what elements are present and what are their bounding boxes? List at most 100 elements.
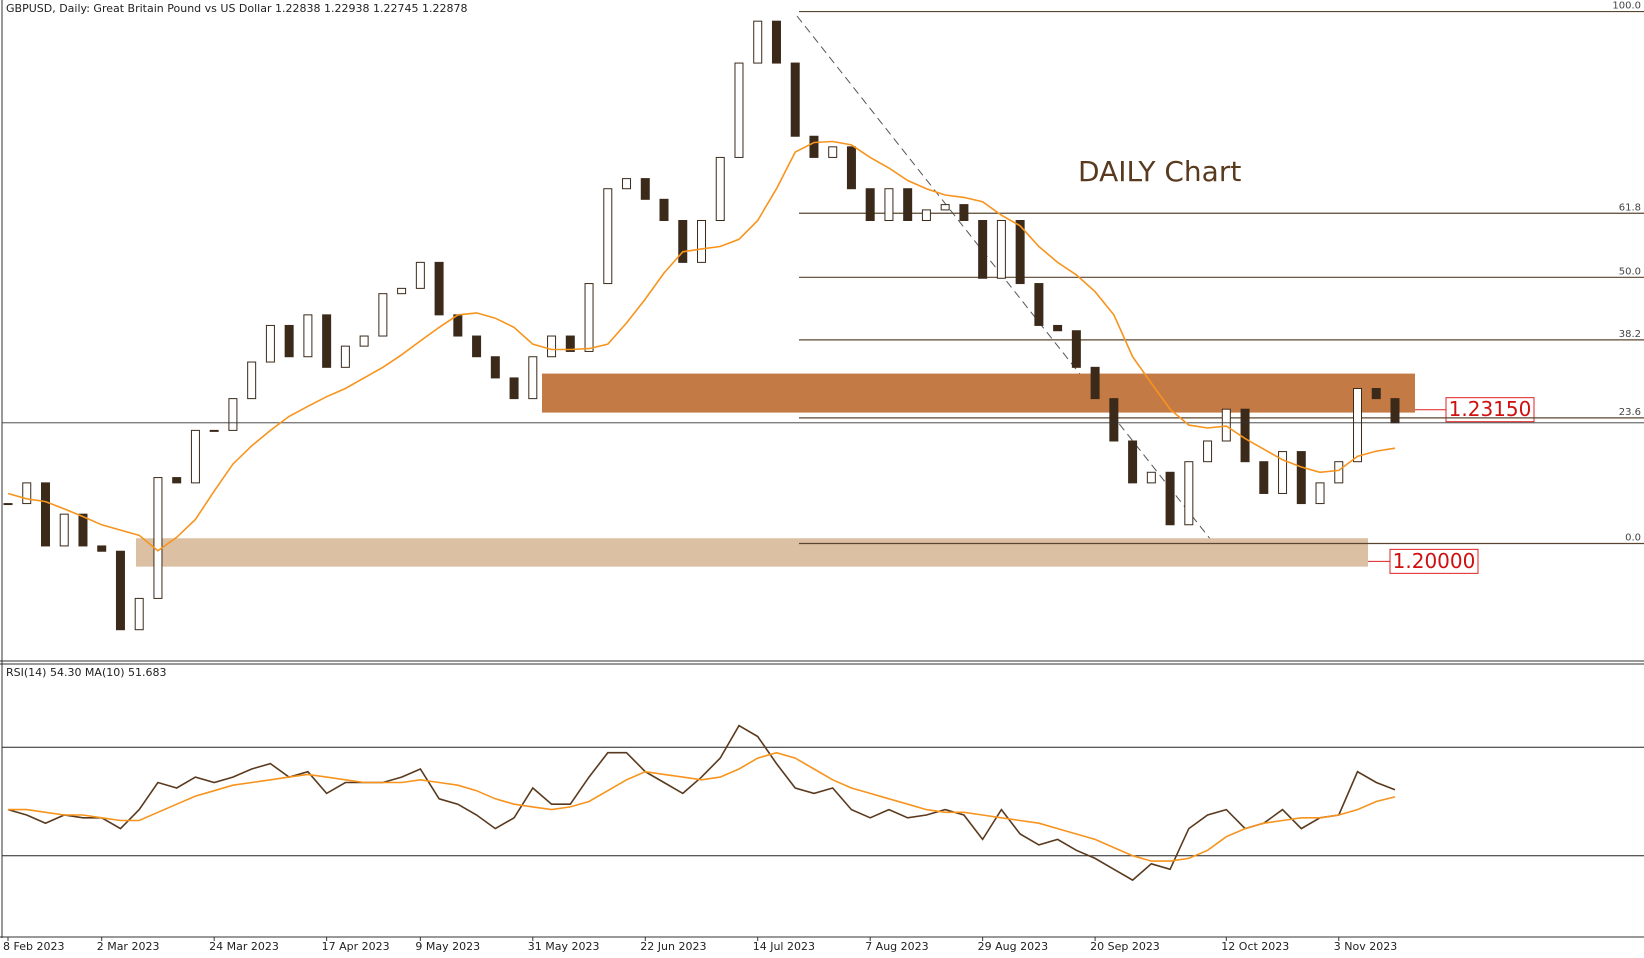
chart-header: GBPUSD, Daily: Great Britain Pound vs US…	[6, 2, 467, 15]
candle	[40, 482, 50, 547]
candle	[78, 513, 88, 547]
candle	[1221, 408, 1231, 442]
trend-line	[796, 15, 1212, 541]
candle	[603, 188, 613, 285]
price-label: 1.23150	[1449, 397, 1532, 421]
candle	[1315, 482, 1325, 505]
candle	[247, 361, 257, 400]
candle	[378, 293, 388, 337]
candle	[1109, 398, 1119, 442]
candle	[490, 356, 500, 379]
candle	[828, 146, 838, 158]
price-zone	[136, 538, 1368, 567]
candle	[809, 135, 819, 158]
candle	[1071, 330, 1081, 368]
candle	[97, 545, 107, 552]
candle	[715, 156, 725, 221]
candle	[547, 335, 557, 358]
candle	[1334, 461, 1344, 484]
x-tick-label: 8 Feb 2023	[3, 940, 64, 953]
x-tick-label: 24 Mar 2023	[209, 940, 279, 953]
candle	[790, 62, 800, 137]
candle	[134, 597, 144, 631]
candle	[1296, 451, 1306, 505]
candle	[509, 377, 519, 400]
x-tick-label: 29 Aug 2023	[978, 940, 1048, 953]
price-label-box	[1389, 548, 1479, 574]
x-tick-label: 12 Oct 2023	[1221, 940, 1289, 953]
fib-label: 61.8	[1619, 202, 1641, 213]
candle	[228, 398, 238, 431]
candle	[59, 513, 69, 547]
candle	[172, 477, 182, 484]
candle	[209, 429, 219, 432]
price-zone	[542, 373, 1415, 413]
candle	[265, 324, 275, 363]
x-tick-label: 9 May 2023	[415, 940, 480, 953]
x-tick-label: 3 Nov 2023	[1334, 940, 1397, 953]
fib-label: 38.2	[1619, 329, 1641, 340]
candle	[1278, 451, 1288, 494]
x-tick-label: 20 Sep 2023	[1090, 940, 1160, 953]
x-tick-label: 14 Jul 2023	[753, 940, 815, 953]
candle	[322, 314, 332, 368]
candle	[978, 219, 988, 279]
line-series	[7, 140, 1396, 552]
candle	[959, 204, 969, 221]
candle	[921, 209, 931, 221]
candle	[284, 324, 294, 358]
candle	[753, 20, 763, 64]
candle	[415, 261, 425, 289]
candle	[528, 356, 538, 400]
candle	[472, 335, 482, 358]
candle	[1015, 219, 1025, 285]
candle	[771, 20, 781, 64]
candle	[1034, 283, 1044, 326]
candle	[397, 287, 407, 295]
candle	[359, 335, 369, 347]
candle	[1259, 461, 1269, 494]
candle	[584, 283, 594, 352]
candle	[1053, 324, 1063, 332]
candle	[940, 204, 950, 211]
candle	[678, 219, 688, 263]
candle	[340, 345, 350, 368]
x-tick-label: 2 Mar 2023	[97, 940, 160, 953]
fib-label: 23.6	[1619, 407, 1641, 418]
candle	[303, 314, 313, 358]
candle	[846, 146, 856, 190]
candle	[1371, 388, 1381, 400]
candle	[1203, 440, 1213, 463]
candle	[1353, 388, 1363, 463]
x-tick-label: 22 Jun 2023	[640, 940, 706, 953]
rsi-header: RSI(14) 54.30 MA(10) 51.683	[6, 666, 167, 679]
x-tick-label: 31 May 2023	[528, 940, 600, 953]
candle	[903, 188, 913, 221]
candle	[1128, 440, 1138, 484]
candle	[3, 503, 13, 506]
candle	[640, 178, 650, 200]
line-series	[8, 751, 1396, 862]
candle	[434, 261, 444, 316]
x-tick-label: 7 Aug 2023	[865, 940, 928, 953]
x-tick-label: 17 Apr 2023	[322, 940, 390, 953]
candle	[115, 550, 125, 631]
chart-annotation: DAILY Chart	[1078, 155, 1241, 188]
candle	[153, 477, 163, 599]
candle	[1240, 408, 1250, 463]
candle	[622, 178, 632, 190]
candle	[1090, 366, 1100, 400]
candle	[996, 219, 1006, 279]
fib-label: 0.0	[1625, 533, 1641, 544]
fib-label: 100.0	[1612, 1, 1641, 12]
fib-label: 50.0	[1619, 266, 1641, 277]
candle	[1390, 398, 1400, 424]
candle	[453, 314, 463, 337]
candle	[1165, 471, 1175, 526]
candle	[1146, 471, 1156, 484]
candle	[884, 188, 894, 221]
candle	[659, 198, 669, 221]
candle	[697, 219, 706, 263]
price-label: 1.20000	[1393, 549, 1476, 573]
